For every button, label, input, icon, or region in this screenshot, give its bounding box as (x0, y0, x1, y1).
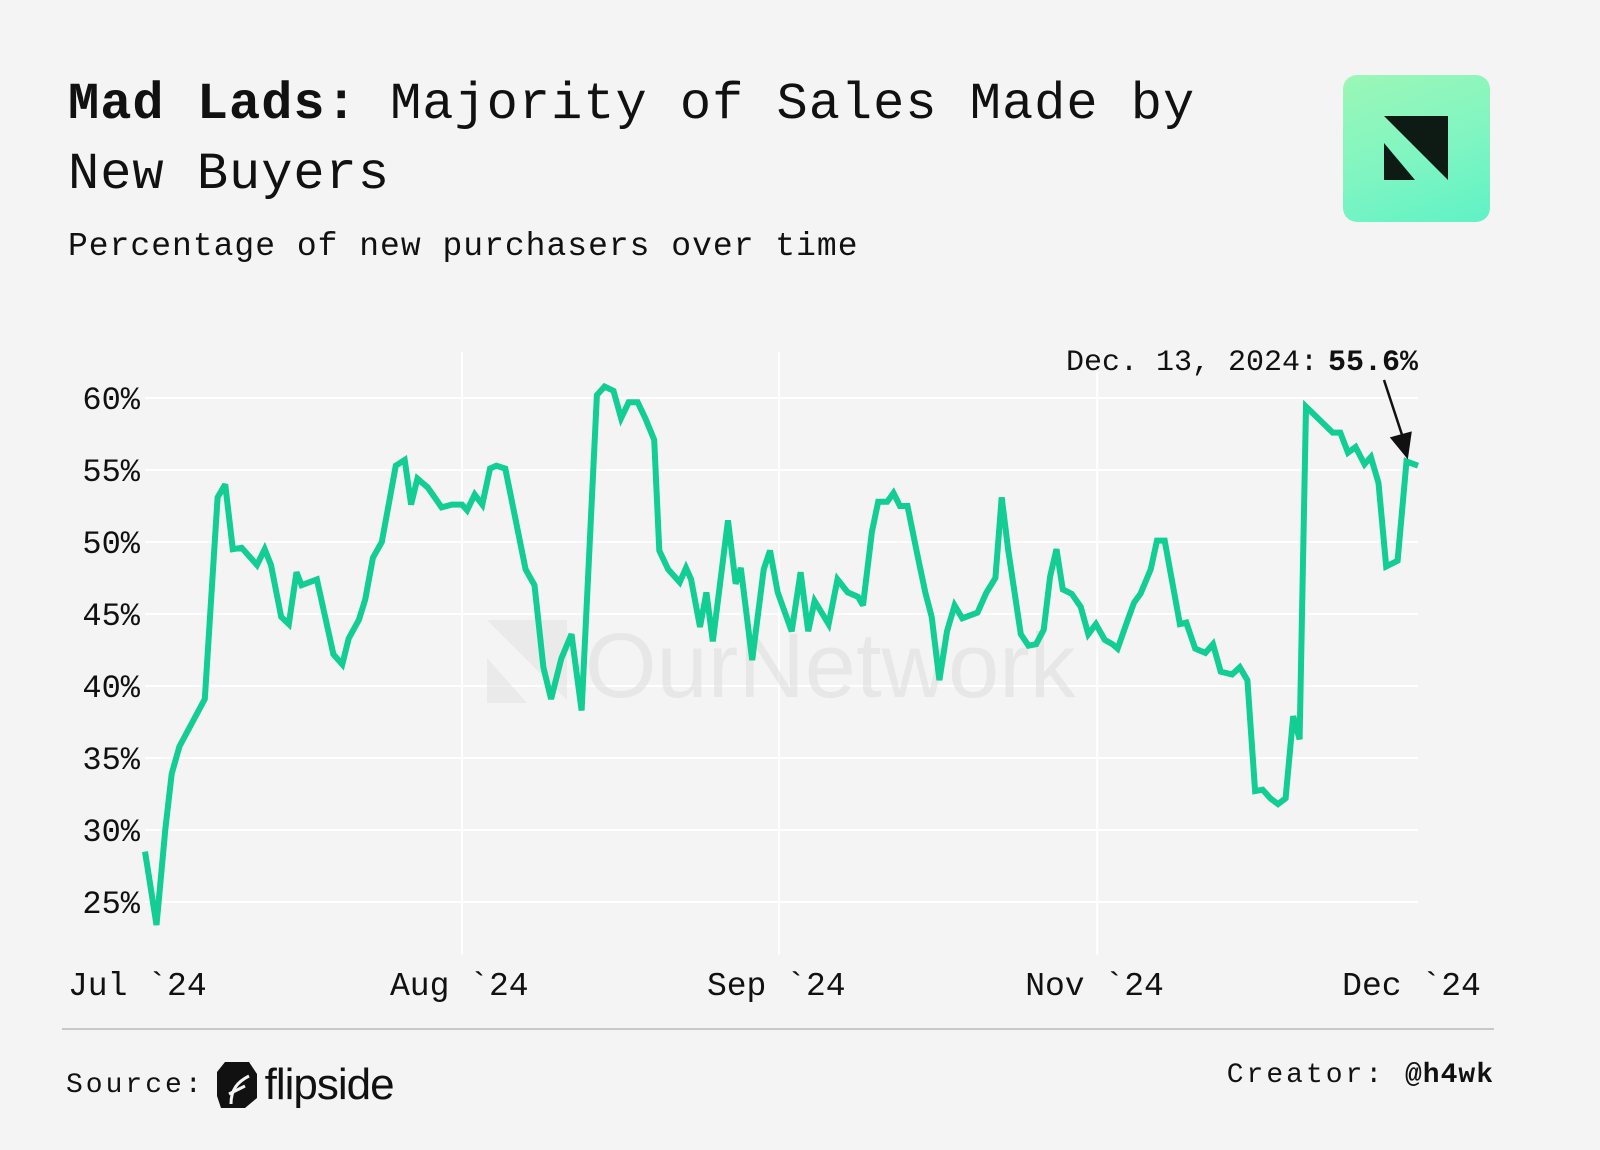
annotation-arrow-line (1382, 379, 1407, 444)
y-tick-label: 45% (82, 598, 140, 635)
y-tick-label: 40% (82, 670, 140, 707)
x-tick-label: Sep `24 (707, 968, 846, 1005)
source-label: Source: (66, 1069, 205, 1101)
x-tick-label: Aug `24 (390, 968, 529, 1005)
y-tick-label: 25% (82, 886, 140, 923)
chart-title-bold: Mad Lads: (68, 75, 358, 134)
chart-title-rest: Majority of Sales Made by New Buyers (68, 75, 1196, 204)
annotation-label: Dec. 13, 2024: 55.6% (1066, 346, 1419, 380)
ournetwork-watermark: OurNetwork (487, 615, 1077, 717)
logo-lower-triangle (1384, 143, 1415, 180)
x-tick-label: Jul `24 (68, 968, 207, 1005)
logo-glyph-icon (1384, 116, 1448, 180)
annotation-date: Dec. 13, 2024: (1066, 346, 1318, 380)
chart-subtitle: Percentage of new purchasers over time (68, 228, 859, 265)
annotation-arrow-head-icon (1389, 431, 1412, 460)
x-tick-label: Nov `24 (1025, 968, 1164, 1005)
footer-creator: Creator: @h4wk (1227, 1060, 1494, 1091)
creator-label: Creator: (1226, 1060, 1386, 1091)
footer-divider (62, 1028, 1494, 1030)
footer-source: Source: flipside (66, 1060, 395, 1110)
y-tick-label: 50% (82, 526, 140, 563)
y-tick-label: 35% (82, 742, 140, 779)
watermark-text: OurNetwork (585, 615, 1077, 717)
creator-handle: @h4wk (1404, 1060, 1494, 1091)
flipside-logo-icon (216, 1062, 257, 1108)
x-axis: Jul `24 Aug `24 Sep `24 Nov `24 Dec `24 (68, 968, 1481, 1005)
x-tick-label: Dec `24 (1342, 968, 1481, 1005)
watermark-logo-lower (487, 658, 527, 703)
ournetwork-logo-icon (1343, 75, 1490, 222)
logo-upper-triangle (1384, 116, 1448, 180)
annotation-value: 55.6% (1328, 346, 1419, 380)
series-line-new-purchasers (142, 382, 1420, 926)
y-tick-label: 30% (82, 814, 140, 851)
annotation: Dec. 13, 2024: 55.6% (1066, 346, 1419, 460)
y-axis: 60% 55% 50% 45% 40% 35% 30% 25% (82, 382, 140, 923)
y-tick-label: 55% (82, 454, 140, 491)
grid-lines (145, 352, 1418, 955)
y-tick-label: 60% (82, 382, 140, 419)
source-brand: flipside (264, 1060, 395, 1109)
line-chart: OurNetwork 60% 55% 50% 45% 40% 35% 30% 25% Jul … (68, 346, 1481, 1005)
chart-title: Mad Lads: Majority of Sales Made by New … (68, 70, 1248, 210)
